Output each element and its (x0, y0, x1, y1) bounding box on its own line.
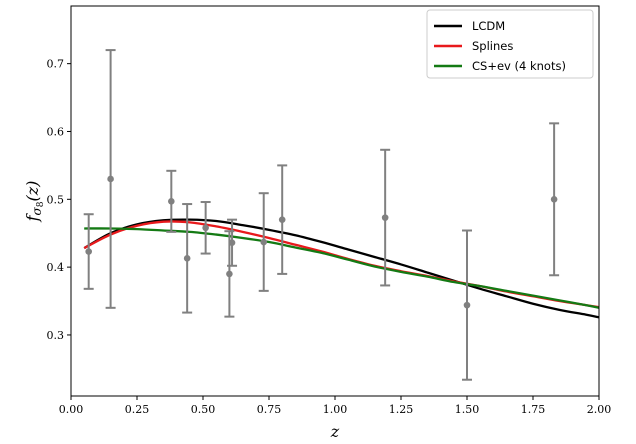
x-tick-label-4: 1.00 (323, 403, 348, 416)
legend: LCDM Splines CS+ev (4 knots) (426, 9, 594, 79)
y-axis-title: fσ8(z) (23, 181, 46, 223)
data-point-5 (226, 270, 233, 278)
data-point-3 (183, 255, 191, 262)
data-point-7 (260, 238, 268, 246)
data-point-0 (85, 248, 92, 255)
data-point-10 (463, 301, 471, 309)
x-tick-label-3: 0.75 (257, 403, 282, 416)
x-tick-label-2: 0.50 (191, 403, 216, 416)
data-point-4 (202, 224, 209, 232)
x-tick-label-5: 1.25 (389, 403, 414, 416)
y-tick-label-4: 0.7 (47, 58, 65, 71)
x-tick-label-8: 2.00 (587, 403, 612, 416)
y-tick-label-0: 0.3 (47, 329, 65, 342)
x-ticks: 0.00 0.25 0.50 0.75 1.00 1.25 1.50 1.75 2.00 (59, 396, 612, 416)
x-tick-label-0: 0.00 (59, 403, 84, 416)
y-axis-title-main: f (23, 212, 42, 222)
y-tick-label-2: 0.5 (47, 193, 65, 206)
y-tick-label-1: 0.4 (47, 261, 65, 274)
x-tick-label-7: 1.75 (521, 403, 546, 416)
legend-label-0: LCDM (472, 19, 505, 33)
x-tick-label-1: 0.25 (125, 403, 150, 416)
y-ticks: 0.3 0.4 0.5 0.6 0.7 (47, 58, 71, 342)
data-point-2 (168, 198, 175, 205)
data-point-6 (228, 239, 236, 247)
svg-text:fσ8(z): fσ8(z) (23, 181, 46, 223)
y-tick-label-3: 0.6 (47, 125, 65, 138)
errorbars-layer (83, 49, 560, 381)
legend-label-2: CS+ev (4 knots) (472, 59, 566, 73)
legend-label-1: Splines (472, 39, 513, 53)
data-point-11 (550, 196, 558, 203)
x-tick-label-6: 1.50 (455, 403, 480, 416)
x-axis-title: z (330, 422, 340, 441)
y-axis-title-subsub: 8 (36, 201, 46, 207)
data-point-8 (278, 216, 286, 223)
y-axis-title-sub: σ (30, 206, 44, 215)
y-axis-title-arg: (z) (23, 181, 42, 202)
data-point-9 (381, 214, 389, 221)
data-point-1 (107, 175, 114, 183)
legend-box (426, 9, 594, 79)
